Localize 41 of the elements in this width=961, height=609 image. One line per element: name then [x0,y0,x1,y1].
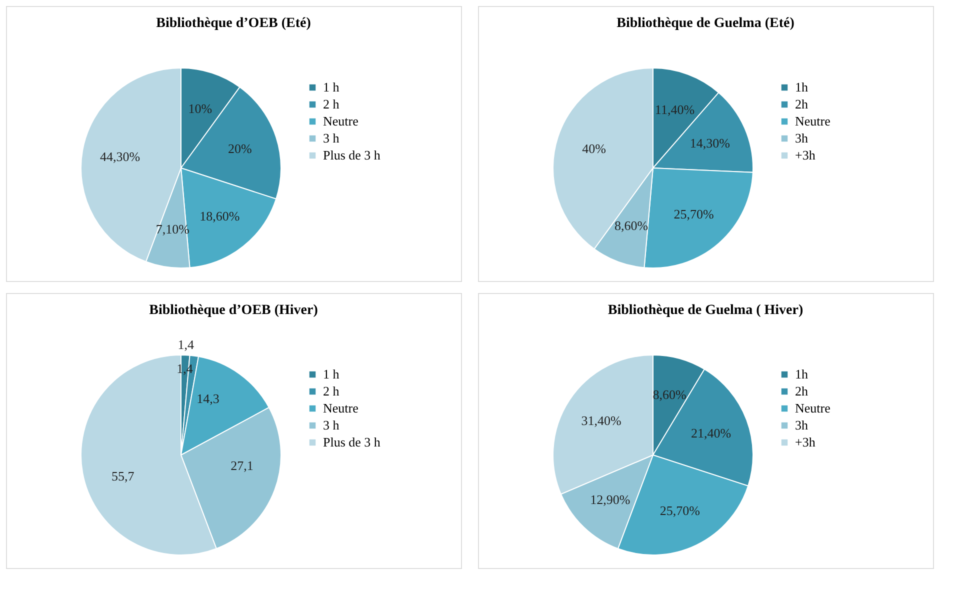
data-label: 14,30% [690,136,730,151]
data-label: 12,90% [590,492,630,507]
chart-title: Bibliothèque de Guelma ( Hiver) [608,303,804,318]
data-label: 27,1 [230,458,254,474]
data-label: 14,3 [196,391,220,406]
chart-title: Bibliothèque de Guelma (Eté) [616,16,795,31]
legend-label: Neutre [323,114,359,128]
legend-label: 3h [795,418,808,432]
legend-label: 3 h [323,418,340,432]
chart-title: Bibliothèque d’OEB (Hiver) [149,303,318,318]
legend-label: Plus de 3 h [323,148,381,162]
legend-label: 1h [795,366,808,382]
data-label: 1,4 [178,337,194,352]
legend-label: 2h [795,96,808,112]
data-label: 40% [582,140,606,156]
legend-label: 3 h [323,130,340,146]
legend-label: Neutre [323,400,359,416]
legend-label: Neutre [795,114,831,128]
data-label: 44,30% [100,148,140,164]
data-label: 25,70% [660,502,700,518]
legend-label: 1 h [323,366,340,382]
legend-label: 2 h [323,96,340,112]
legend-label: Neutre [795,400,831,416]
data-label: 18,60% [200,208,240,224]
legend-label: Plus de 3 h [323,434,381,450]
data-label: 8,60% [614,218,648,234]
legend-label: 3h [795,130,808,146]
data-label: 11,40% [654,102,695,117]
data-label: 10% [188,101,212,116]
legend-label: +3h [795,434,816,450]
chart-title: Bibliothèque d’OEB (Eté) [156,16,312,31]
legend-label: 2h [795,384,808,398]
data-label: 25,70% [674,206,714,222]
data-label: 20% [228,140,252,156]
data-label: 31,40% [581,412,622,428]
legend-label: 2 h [323,384,340,398]
data-label: 55,7 [112,468,135,484]
legend-label: 1 h [323,80,340,94]
data-label: 21,40% [691,425,732,440]
legend-label: 1h [795,80,808,94]
legend-label: +3h [795,148,816,162]
